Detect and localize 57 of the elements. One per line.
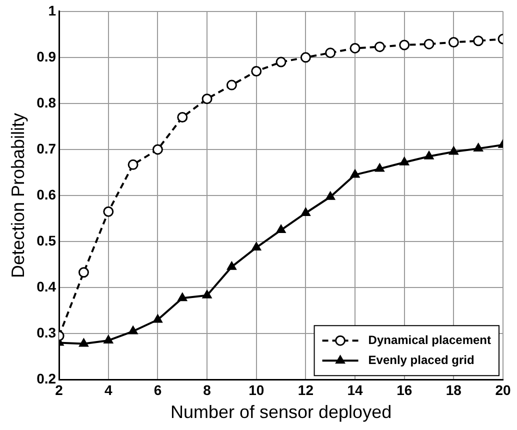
y-tick-label: 0.9 xyxy=(36,48,56,64)
x-tick-label: 8 xyxy=(203,382,212,398)
point xyxy=(473,36,484,46)
point xyxy=(128,159,138,170)
point xyxy=(276,56,286,68)
x-tick-label: 16 xyxy=(396,382,412,398)
point xyxy=(177,112,188,123)
y-tick-label: 0.3 xyxy=(36,324,56,340)
point xyxy=(325,48,336,58)
y-tick-label: 0.7 xyxy=(36,140,56,156)
y-tick-label: 0.5 xyxy=(36,232,56,248)
point xyxy=(128,326,138,334)
point xyxy=(103,206,114,217)
y-tick-label: 0.6 xyxy=(36,186,56,202)
point xyxy=(474,143,483,152)
x-axis-title: Number of sensor deployed xyxy=(170,402,392,422)
point xyxy=(276,224,286,234)
point xyxy=(350,170,360,178)
point xyxy=(78,267,89,278)
point xyxy=(448,36,459,48)
legend-label: Evenly placed grid xyxy=(368,352,474,367)
point xyxy=(153,314,162,323)
point xyxy=(424,38,434,50)
point xyxy=(326,192,336,200)
point xyxy=(104,335,114,344)
point xyxy=(424,151,434,160)
point xyxy=(178,292,188,302)
point xyxy=(79,338,88,347)
point xyxy=(227,262,236,270)
x-tick-label: 4 xyxy=(104,382,112,398)
x-tick-label: 18 xyxy=(446,382,462,398)
point xyxy=(400,157,409,166)
point xyxy=(375,164,384,172)
x-tick-label: 20 xyxy=(495,382,511,398)
point xyxy=(301,208,310,216)
x-tick-label: 2 xyxy=(55,382,64,398)
point xyxy=(449,146,458,155)
point xyxy=(350,42,360,54)
point xyxy=(226,80,237,90)
x-tick-label: 12 xyxy=(298,382,314,398)
point xyxy=(152,144,163,155)
y-tick-label: 1 xyxy=(48,2,56,18)
legend-label: Dynamical placement xyxy=(368,332,492,347)
point xyxy=(251,66,262,76)
x-tick-label: 10 xyxy=(248,382,264,398)
point xyxy=(202,94,212,104)
x-tick-label: 14 xyxy=(347,382,364,398)
point xyxy=(252,242,262,251)
y-tick-label: 0.8 xyxy=(36,94,56,110)
point xyxy=(202,290,212,298)
point xyxy=(399,40,410,50)
x-tick-label: 6 xyxy=(154,382,162,398)
y-tick-label: 0.4 xyxy=(36,278,56,294)
point xyxy=(300,52,311,63)
y-tick-label: 0.2 xyxy=(36,370,56,386)
point xyxy=(374,42,385,52)
y-axis-title: Detection Probability xyxy=(8,112,28,278)
